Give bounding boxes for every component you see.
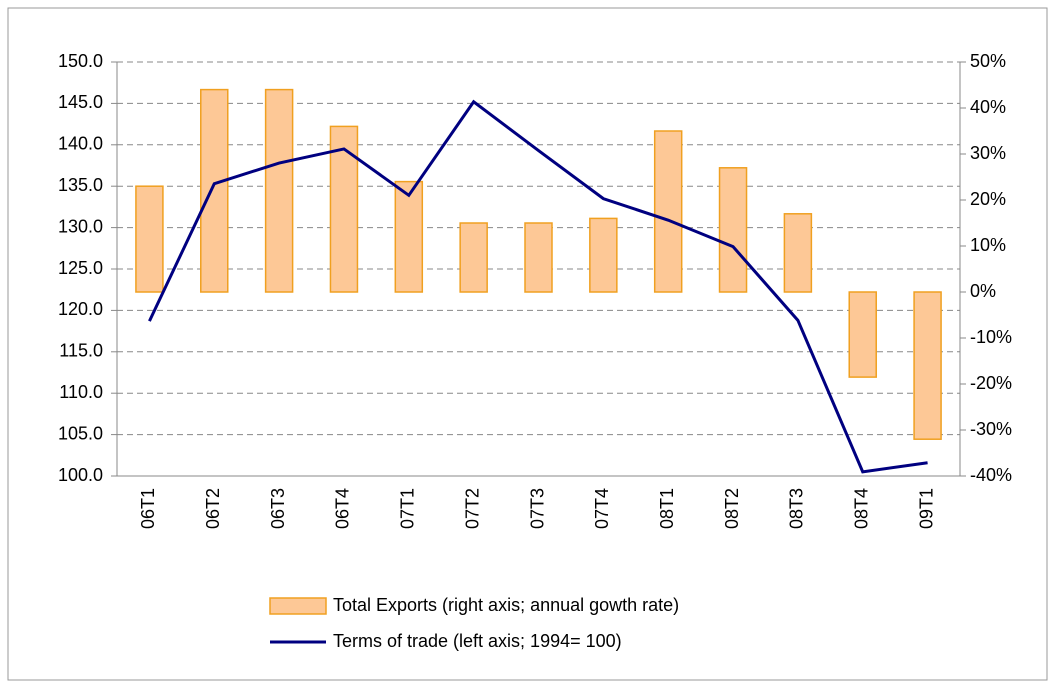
y2-tick-label: -20% [970, 373, 1012, 393]
x-tick-label: 07T1 [398, 488, 418, 529]
x-tick-label: 08T4 [851, 488, 871, 529]
bar [783, 213, 813, 293]
y-tick-label: 145.0 [58, 92, 103, 112]
y-tick-label: 120.0 [58, 299, 103, 319]
y-tick-label: 135.0 [58, 175, 103, 195]
x-tick-label: 07T3 [527, 488, 547, 529]
y-tick-label: 130.0 [58, 216, 103, 236]
x-tick-label: 09T1 [916, 488, 936, 529]
x-tick-label: 06T3 [268, 488, 288, 529]
bar [135, 185, 164, 293]
y-tick-label: 100.0 [58, 465, 103, 485]
x-tick-label: 06T2 [203, 488, 223, 529]
bar [459, 222, 488, 293]
y2-tick-label: 10% [970, 235, 1006, 255]
bar [200, 88, 229, 293]
bar [718, 167, 748, 293]
bar [913, 291, 942, 440]
line [148, 99, 928, 474]
y-tick-label: 115.0 [59, 341, 103, 361]
bar [848, 291, 877, 378]
y2-tick-label: 30% [970, 143, 1006, 163]
x-tick-label: 06T4 [333, 488, 353, 529]
y-tick-label: 105.0 [58, 423, 103, 443]
y-tick-label: 140.0 [58, 134, 103, 154]
x-tick-label: 08T3 [787, 488, 807, 529]
x-tick-label: 07T2 [462, 488, 482, 529]
legend-label: Terms of trade (left axis; 1994= 100) [333, 631, 622, 651]
bar [653, 130, 683, 293]
legend-label: Total Exports (right axis; annual gowth … [333, 595, 679, 615]
y2-tick-label: 0% [970, 281, 996, 301]
bar [589, 217, 618, 293]
bar [394, 180, 424, 293]
y-tick-label: 110.0 [59, 382, 103, 402]
y-tick-label: 150.0 [58, 51, 103, 71]
y2-tick-label: 50% [970, 51, 1006, 71]
bar [524, 222, 553, 293]
legend-swatch [269, 597, 327, 615]
bar [264, 88, 294, 293]
y2-tick-label: -40% [970, 465, 1012, 485]
x-tick-label: 08T2 [722, 488, 742, 529]
chart-border [7, 7, 1048, 681]
y2-tick-label: -10% [970, 327, 1012, 347]
y-tick-label: 125.0 [58, 258, 103, 278]
y2-tick-label: 40% [970, 97, 1006, 117]
x-tick-label: 06T1 [138, 488, 158, 529]
y2-tick-label: -30% [970, 419, 1012, 439]
x-tick-label: 07T4 [592, 488, 612, 529]
y2-tick-label: 20% [970, 189, 1006, 209]
x-tick-label: 08T1 [657, 488, 677, 529]
